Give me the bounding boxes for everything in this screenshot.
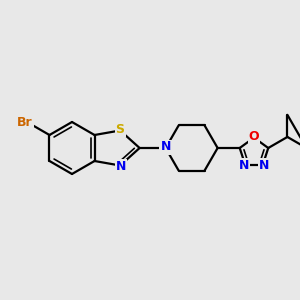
Text: S: S (116, 123, 124, 136)
Text: N: N (239, 159, 249, 172)
Text: N: N (116, 160, 126, 173)
Text: O: O (249, 130, 259, 143)
Text: Br: Br (17, 116, 33, 128)
Text: N: N (160, 140, 171, 154)
Text: N: N (259, 159, 269, 172)
